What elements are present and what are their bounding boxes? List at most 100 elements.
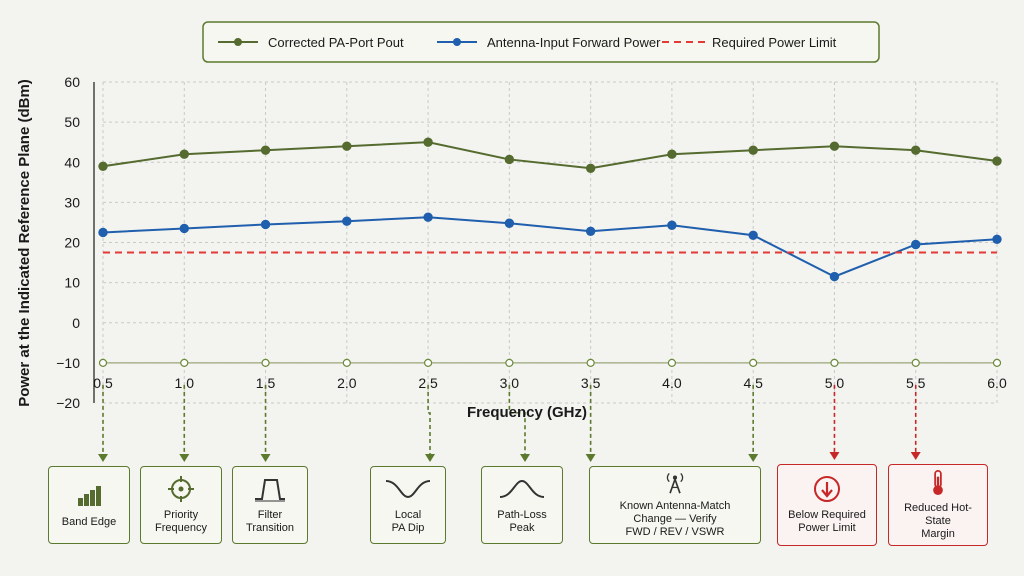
series-line-1	[102, 216, 998, 278]
x-tick-label: 1.0	[175, 375, 195, 391]
peak-curve-icon	[499, 479, 545, 498]
x-tick-label: 4.5	[743, 375, 763, 391]
x-tick-marker	[180, 358, 189, 367]
x-tick-label: 1.5	[256, 375, 276, 391]
annotation-label: Path-Loss Peak	[497, 509, 547, 534]
y-tick-label: 0	[72, 315, 80, 331]
data-point	[829, 141, 840, 151]
series-lines	[98, 137, 1002, 282]
data-point	[748, 145, 758, 155]
data-point	[992, 234, 1002, 244]
legend-entry: Corrected PA-Port Pout	[268, 35, 404, 50]
thermometer-icon	[933, 470, 943, 496]
x-tick-label: 5.0	[825, 375, 845, 391]
annotation-arrow-head	[179, 454, 190, 462]
data-point	[667, 149, 677, 159]
data-point	[342, 216, 352, 226]
data-point	[423, 212, 433, 222]
annotation-label: Reduced Hot-State Margin	[904, 502, 972, 540]
data-point	[179, 223, 189, 234]
x-tick-marker	[992, 358, 1002, 367]
legend-marker	[234, 38, 242, 46]
data-point	[585, 163, 596, 173]
x-tick-marker	[98, 358, 108, 367]
data-point	[748, 230, 758, 240]
y-tick-label: 30	[64, 194, 80, 210]
x-tick-label: 4.0	[662, 375, 682, 391]
annotation-card-filter: Filter Transition	[232, 466, 308, 544]
annotation-arrow-head	[260, 454, 271, 462]
x-tick-label: 6.0	[987, 375, 1007, 391]
annotation-arrow-head	[910, 452, 921, 460]
y-tick-label: 10	[64, 275, 80, 291]
annotation-arrow-head	[748, 454, 759, 462]
x-tick-marker	[586, 358, 595, 367]
data-point	[911, 239, 921, 250]
x-tick-label: 0.5	[93, 375, 113, 391]
series-line-0	[102, 141, 998, 170]
x-tick-label: 3.5	[581, 375, 601, 391]
annotation-card-path_loss: Path-Loss Peak	[481, 466, 563, 544]
x-tick-marker	[261, 358, 270, 367]
x-tick-marker	[667, 358, 677, 367]
x-tick-marker	[911, 358, 920, 367]
x-axis-title: Frequency (GHz)	[467, 404, 587, 421]
x-tick-marker	[342, 358, 351, 367]
annotation-arrow-line	[508, 384, 526, 460]
down-arrow-circle-icon	[814, 476, 840, 502]
annotation-card-below_limit: Below Required Power Limit	[777, 464, 877, 546]
data-point	[423, 137, 433, 147]
annotation-card-antenna_match: Known Antenna-Match Change — Verify FWD …	[589, 466, 761, 544]
annotation-card-pa_dip: Local PA Dip	[370, 466, 446, 544]
y-tick-label: −20	[56, 395, 80, 411]
data-point	[98, 161, 108, 171]
annotation-label: Known Antenna-Match Change — Verify FWD …	[619, 500, 731, 538]
y-tick-label: 50	[64, 114, 80, 130]
x-tick-label: 5.5	[906, 375, 926, 391]
legend-entry: Required Power Limit	[712, 35, 837, 50]
dip-curve-icon	[385, 480, 431, 499]
annotation-label: Local PA Dip	[391, 509, 425, 534]
annotation-arrow-line	[427, 384, 431, 460]
data-point	[260, 145, 271, 155]
annotation-label: Below Required Power Limit	[788, 509, 866, 534]
legend: Corrected PA-Port Pout Antenna-Input Forw…	[202, 21, 880, 63]
data-point	[667, 220, 677, 230]
data-point	[829, 271, 840, 282]
axes: 60 50 40 30 20 10 0 −10 −20 0.5 1.0 1.5 2.0 2.5 3.0 3.5…	[56, 74, 1007, 411]
y-tick-label: 40	[64, 154, 80, 170]
legend-marker	[453, 38, 461, 46]
legend-entry: Antenna-Input Forward Power	[487, 35, 661, 50]
data-point	[911, 145, 921, 155]
annotation-arrow-head	[585, 454, 596, 462]
annotation-label: Filter Transition	[246, 509, 294, 534]
data-point	[504, 218, 515, 228]
annotation-arrow-head	[98, 454, 108, 462]
y-tick-label: 60	[64, 74, 80, 90]
annotation-arrows	[98, 384, 921, 462]
x-tick-marker	[749, 358, 758, 367]
x-tick-label: 2.5	[418, 375, 438, 391]
x-tick-marker	[423, 358, 433, 367]
y-tick-label: 20	[64, 235, 80, 251]
legend-box	[202, 21, 880, 63]
annotation-arrow-head	[829, 452, 840, 460]
data-point	[504, 154, 515, 165]
crosshair-icon	[168, 476, 194, 502]
y-tick-label: −10	[56, 355, 80, 371]
antenna-tower-icon	[666, 473, 684, 494]
annotation-card-band_edge: Band Edge	[48, 466, 130, 544]
data-point	[260, 219, 271, 230]
bars-icon	[78, 485, 101, 506]
x-tick-label: 2.0	[337, 375, 357, 391]
filter-shape-icon	[255, 479, 285, 502]
y-axis-title: Power at the Indicated Reference Plane (…	[16, 79, 33, 407]
grid-lines	[102, 81, 998, 404]
data-point	[98, 227, 108, 238]
annotation-arrow-head	[520, 454, 530, 462]
data-point	[342, 141, 352, 151]
data-point	[992, 156, 1002, 166]
x-tick-label: 3.0	[500, 375, 520, 391]
